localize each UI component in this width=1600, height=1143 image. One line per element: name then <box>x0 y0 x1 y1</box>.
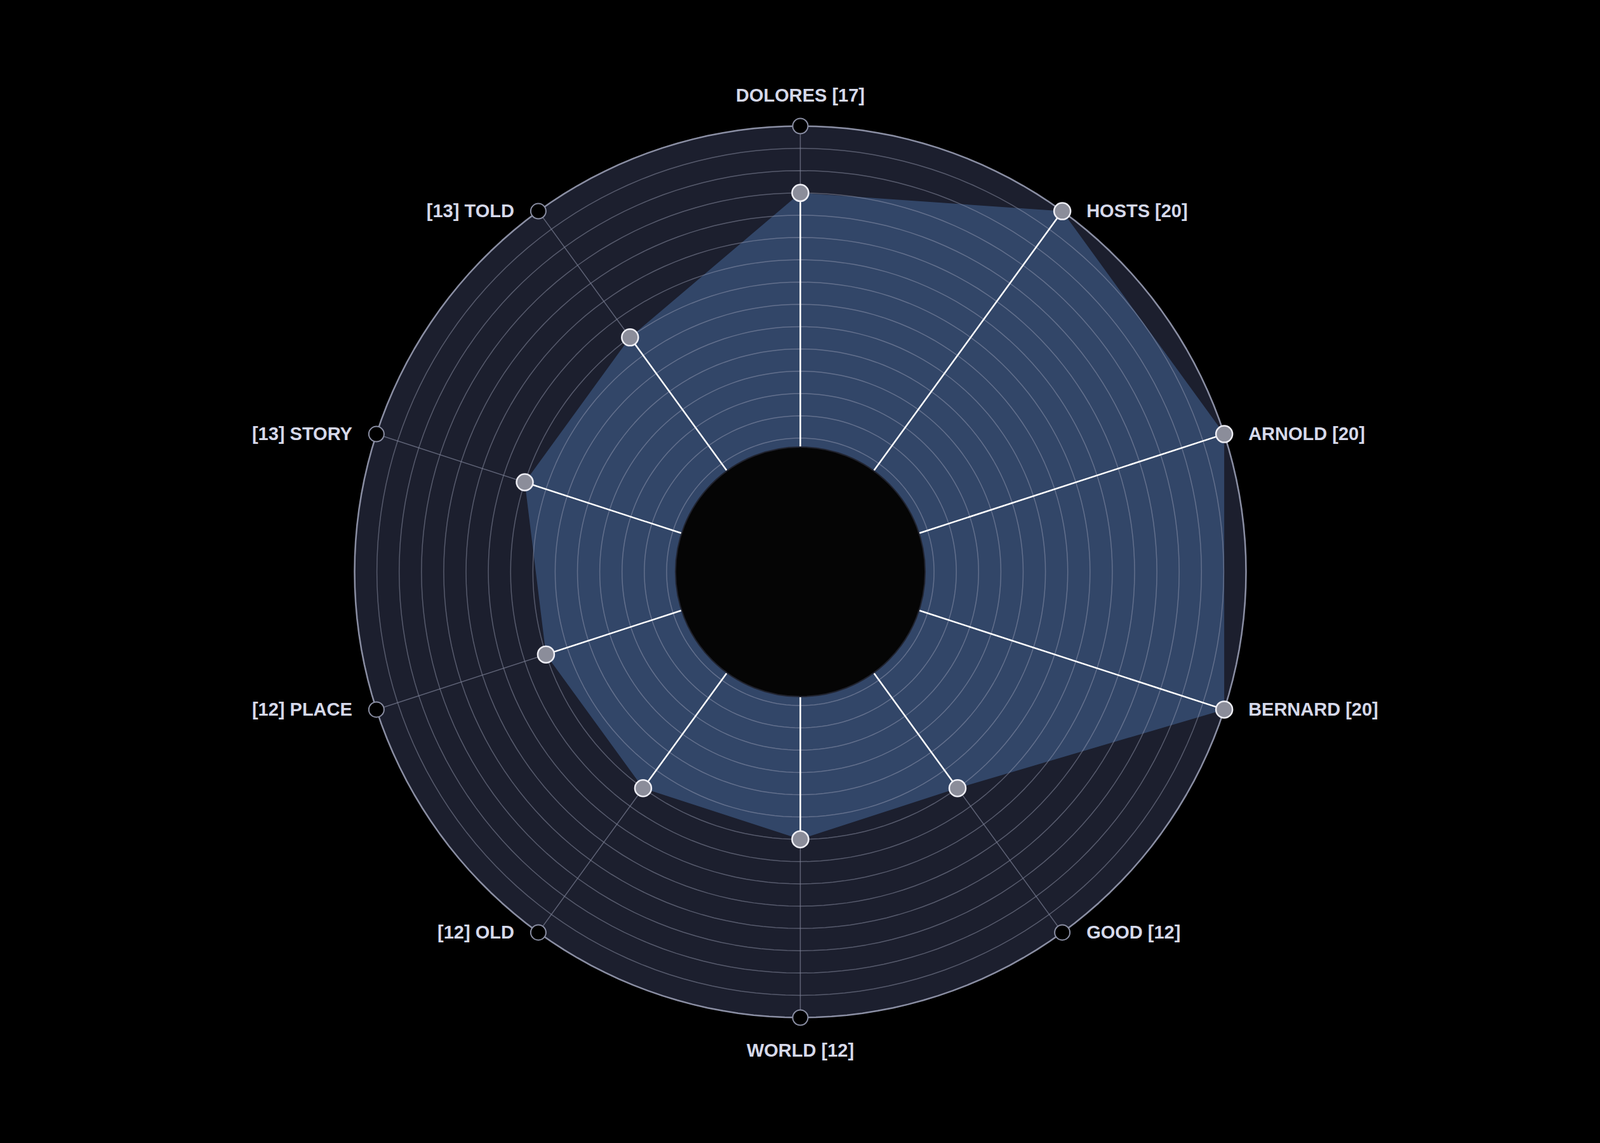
svg-text:[13] TOLD: [13] TOLD <box>426 200 515 221</box>
svg-text:[13] STORY: [13] STORY <box>252 423 353 444</box>
svg-text:DOLORES [17]: DOLORES [17] <box>735 85 865 106</box>
svg-text:HOSTS [20]: HOSTS [20] <box>1086 200 1188 221</box>
svg-text:GOOD [12]: GOOD [12] <box>1086 921 1181 943</box>
svg-text:BERNARD [20]: BERNARD [20] <box>1248 699 1379 720</box>
svg-text:[12] OLD: [12] OLD <box>437 921 515 943</box>
svg-text:[12] PLACE: [12] PLACE <box>252 699 353 720</box>
svg-text:WORLD [12]: WORLD [12] <box>746 1040 854 1061</box>
svg-text:ARNOLD [20]: ARNOLD [20] <box>1248 423 1366 444</box>
